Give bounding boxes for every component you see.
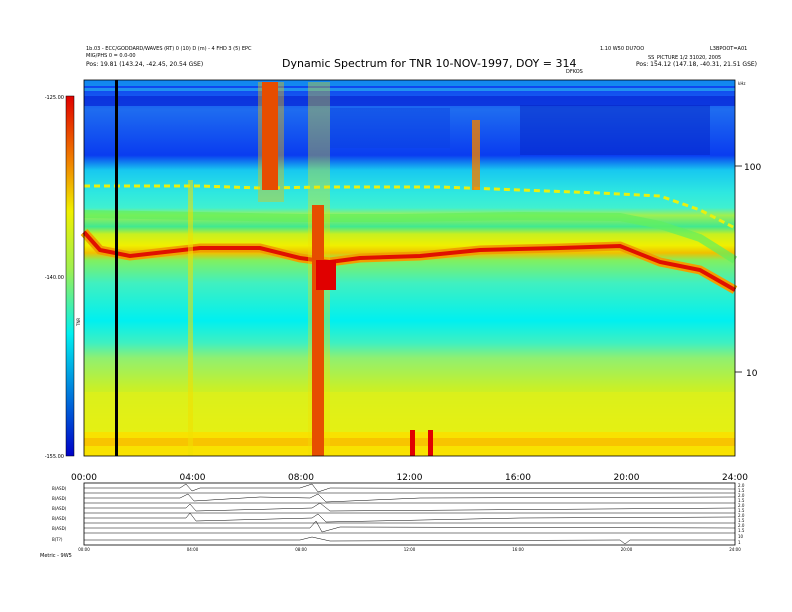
y-axis-right: 100 10 kHz (735, 81, 761, 379)
x-tick: 24:00 (722, 473, 748, 483)
x-axis: 00:00 04:00 08:00 12:00 16:00 20:00 24:0… (71, 473, 748, 483)
colorbar-tick-bottom: -155.00 (45, 454, 64, 460)
mag-trace (84, 512, 736, 523)
x-tick: 00:00 (71, 473, 97, 483)
spectrogram-blue-patch (330, 108, 450, 148)
x-tick: 12:00 (397, 473, 423, 483)
header-left-line1: 1b.03 - ECC/GODDARD/WAVES (RT) 0 (10) D … (86, 46, 252, 52)
mag-right-tick: 2.0 (738, 513, 745, 518)
mag-series-label: B(ASD) (52, 496, 67, 501)
mag-series-label: B(ASD) (52, 526, 67, 531)
mag-x-tick: 08:00 (295, 547, 307, 552)
mag-right-tick: 2.0 (738, 493, 745, 498)
mag-x-tick: 16:00 (512, 547, 524, 552)
spectrogram-cyan-strip (84, 88, 735, 91)
mag-x-tick: 24:00 (729, 547, 741, 552)
mag-trace (84, 493, 736, 503)
colorbar-label: TNR (76, 318, 81, 327)
mag-x-tick: 12:00 (404, 547, 416, 552)
mag-trace (84, 483, 736, 493)
mag-right-tick: 1 (738, 540, 741, 545)
vertical-marker (115, 80, 118, 456)
chart-title: Dynamic Spectrum for TNR 10-NOV-1997, DO… (282, 57, 577, 70)
header-right-line1b: L3BPOOT=A01 (710, 46, 748, 52)
magnetometer-panel: B(ASD) B(ASD) B(ASD) B(ASD) B(ASD) B(T?)… (52, 482, 745, 552)
mag-right-tick: 1.5 (738, 518, 745, 523)
mag-right-tick: 2.0 (738, 523, 745, 528)
mag-trace (84, 536, 735, 545)
mag-x-tick: 20:00 (621, 547, 633, 552)
mag-trace (84, 502, 736, 512)
mag-right-tick: 10 (738, 534, 744, 539)
mag-right-tick: 1.5 (738, 528, 745, 533)
mag-right-tick: 1.5 (738, 498, 745, 503)
spectrogram-plasma-line (82, 230, 736, 292)
footer-label: Metric - 9W5 (40, 553, 72, 559)
mag-series-label: B(T?) (52, 537, 63, 542)
colorbar-tick-mid: -140.00 (45, 275, 64, 281)
mag-series-label: B(ASD) (52, 486, 67, 491)
x-tick: 04:00 (180, 473, 206, 483)
x-tick: 08:00 (288, 473, 314, 483)
x-tick: 16:00 (505, 473, 531, 483)
mag-series-label: B(ASD) (52, 506, 67, 511)
mag-right-tick: 2.0 (738, 503, 745, 508)
mag-right-tick: 1.5 (738, 508, 745, 513)
burst-1200 (410, 430, 415, 456)
plot-frame (83, 79, 736, 457)
spectrogram-orange-band (84, 438, 735, 446)
y-tick-100: 100 (744, 163, 761, 173)
mag-x-tick: 04:00 (187, 547, 199, 552)
y-tick-10: 10 (746, 369, 758, 379)
burst-1430 (472, 120, 480, 190)
header-right-line1: 1.10 W50 DU7OO (600, 46, 645, 52)
spectrogram-cyan-strip (84, 80, 735, 86)
colorbar-tick-top: -125.00 (45, 95, 64, 101)
spectrogram-blue-patch (520, 105, 710, 155)
mag-right-tick: 1.5 (738, 488, 745, 493)
colorbar (65, 95, 75, 457)
spectrogram (80, 79, 738, 457)
header-center-small: DFKOS (566, 69, 583, 75)
mag-series-label: B(ASD) (52, 516, 67, 521)
spectrogram-yellow-band (84, 392, 735, 432)
mag-trace (84, 520, 736, 533)
burst-1245 (428, 430, 433, 456)
mag-x-tick: 00:00 (78, 547, 90, 552)
mag-panel-frame (83, 482, 736, 546)
spectrogram-green-envelope (83, 210, 738, 264)
header-right-line3: Pos: 154.12 (147.18, -40.31, 21.51 GSE) (636, 61, 758, 68)
header-right-line2: SS_PICTURE 1/2 31020, 2005 (648, 55, 722, 61)
header-left-line2: MIG/PHS 0 = 0.0-00 (86, 53, 136, 59)
y-unit: kHz (738, 81, 745, 86)
x-tick: 20:00 (614, 473, 640, 483)
header-left-line3: Pos: 19.81 (143.24, -42.45, 20.54 GSE) (86, 61, 204, 68)
spectrogram-blue-patch (84, 96, 735, 106)
mag-right-tick: 2.0 (738, 483, 745, 488)
burst-0400 (188, 180, 193, 456)
burst-0830-core (316, 260, 336, 290)
burst-0650 (262, 82, 278, 190)
burst-0650-edge (258, 82, 284, 202)
